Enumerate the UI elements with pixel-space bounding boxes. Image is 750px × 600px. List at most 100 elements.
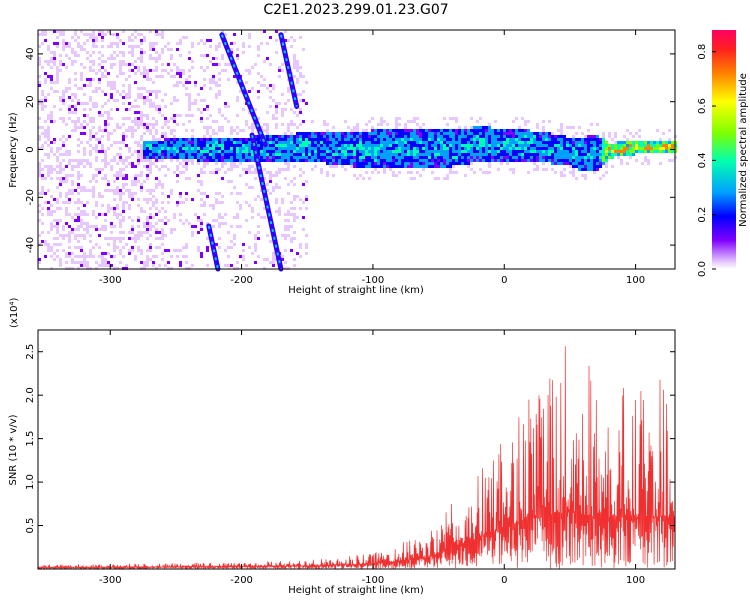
heatmap-cell (83, 42, 86, 45)
heatmap-cell (566, 144, 569, 147)
heatmap-cell (68, 132, 71, 135)
heatmap-cell (134, 252, 137, 255)
heatmap-cell (122, 129, 125, 132)
heatmap-cell (566, 159, 569, 162)
heatmap-cell (326, 129, 329, 132)
heatmap-cell (545, 153, 548, 156)
heatmap-cell (92, 90, 95, 93)
heatmap-cell (224, 63, 227, 66)
heatmap-cell (188, 132, 191, 135)
heatmap-cell (182, 96, 185, 99)
heatmap-cell (128, 204, 131, 207)
heatmap-cell (185, 138, 188, 141)
heatmap-cell (218, 216, 221, 219)
heatmap-cell (47, 258, 50, 261)
heatmap-cell (227, 255, 230, 258)
heatmap-cell (326, 123, 329, 126)
heatmap-cell (116, 45, 119, 48)
heatmap-cell (92, 246, 95, 249)
heatmap-cell (167, 219, 170, 222)
heatmap-cell (410, 165, 413, 168)
heatmap-cell (146, 45, 149, 48)
heatmap-cell (296, 81, 299, 84)
heatmap-cell (95, 228, 98, 231)
heatmap-cell (581, 144, 584, 147)
heatmap-cell (59, 69, 62, 72)
heatmap-cell (209, 135, 212, 138)
heatmap-cell (416, 165, 419, 168)
heatmap-cell (179, 81, 182, 84)
heatmap-cell (152, 207, 155, 210)
heatmap-cell (434, 168, 437, 171)
heatmap-cell (92, 51, 95, 54)
heatmap-cell (119, 162, 122, 165)
heatmap-cell (152, 165, 155, 168)
heatmap-cell (488, 126, 491, 129)
heatmap-cell (251, 93, 254, 96)
heatmap-cell (83, 183, 86, 186)
heatmap-cell (164, 150, 167, 153)
heatmap-cell (197, 141, 200, 144)
heatmap-cell (215, 138, 218, 141)
heatmap-cell (170, 243, 173, 246)
heatmap-cell (578, 162, 581, 165)
heatmap-cell (284, 219, 287, 222)
heatmap-cell (335, 147, 338, 150)
heatmap-cell (119, 156, 122, 159)
heatmap-cell (572, 126, 575, 129)
heatmap-cell (245, 201, 248, 204)
heatmap-cell (71, 87, 74, 90)
heatmap-cell (146, 216, 149, 219)
heatmap-cell (542, 144, 545, 147)
heatmap-cell (455, 129, 458, 132)
heatmap-cell (176, 162, 179, 165)
heatmap-cell (590, 141, 593, 144)
heatmap-cell (287, 123, 290, 126)
heatmap-cell (104, 261, 107, 264)
heatmap-cell (197, 39, 200, 42)
heatmap-cell (587, 144, 590, 147)
heatmap-cell (245, 177, 248, 180)
heatmap-cell (143, 99, 146, 102)
heatmap-cell (566, 138, 569, 141)
heatmap-cell (362, 156, 365, 159)
heatmap-cell (164, 174, 167, 177)
heatmap-cell (338, 126, 341, 129)
heatmap-cell (65, 150, 68, 153)
heatmap-cell (44, 141, 47, 144)
heatmap-cell (53, 123, 56, 126)
heatmap-cell (404, 144, 407, 147)
heatmap-cell (335, 138, 338, 141)
heatmap-cell (389, 165, 392, 168)
heatmap-cell (92, 249, 95, 252)
heatmap-cell (47, 189, 50, 192)
heatmap-cell (254, 225, 257, 228)
heatmap-cell (221, 189, 224, 192)
heatmap-cell (245, 186, 248, 189)
heatmap-cell (77, 213, 80, 216)
heatmap-cell (146, 78, 149, 81)
heatmap-cell (38, 195, 41, 198)
heatmap-cell (41, 30, 44, 33)
heatmap-cell (266, 156, 269, 159)
heatmap-cell (179, 255, 182, 258)
heatmap-cell (389, 135, 392, 138)
heatmap-cell (347, 144, 350, 147)
heatmap-cell (143, 261, 146, 264)
heatmap-cell (389, 162, 392, 165)
heatmap-cell (338, 132, 341, 135)
heatmap-cell (176, 189, 179, 192)
heatmap-cell (521, 132, 524, 135)
heatmap-cell (260, 216, 263, 219)
heatmap-cell (155, 69, 158, 72)
heatmap-cell (230, 255, 233, 258)
heatmap-cell (569, 156, 572, 159)
heatmap-cell (152, 99, 155, 102)
heatmap-cell (341, 165, 344, 168)
heatmap-cell (239, 120, 242, 123)
heatmap-cell (263, 126, 266, 129)
heatmap-cell (179, 45, 182, 48)
heatmap-cell (161, 75, 164, 78)
heatmap-cell (347, 138, 350, 141)
heatmap-cell (572, 138, 575, 141)
